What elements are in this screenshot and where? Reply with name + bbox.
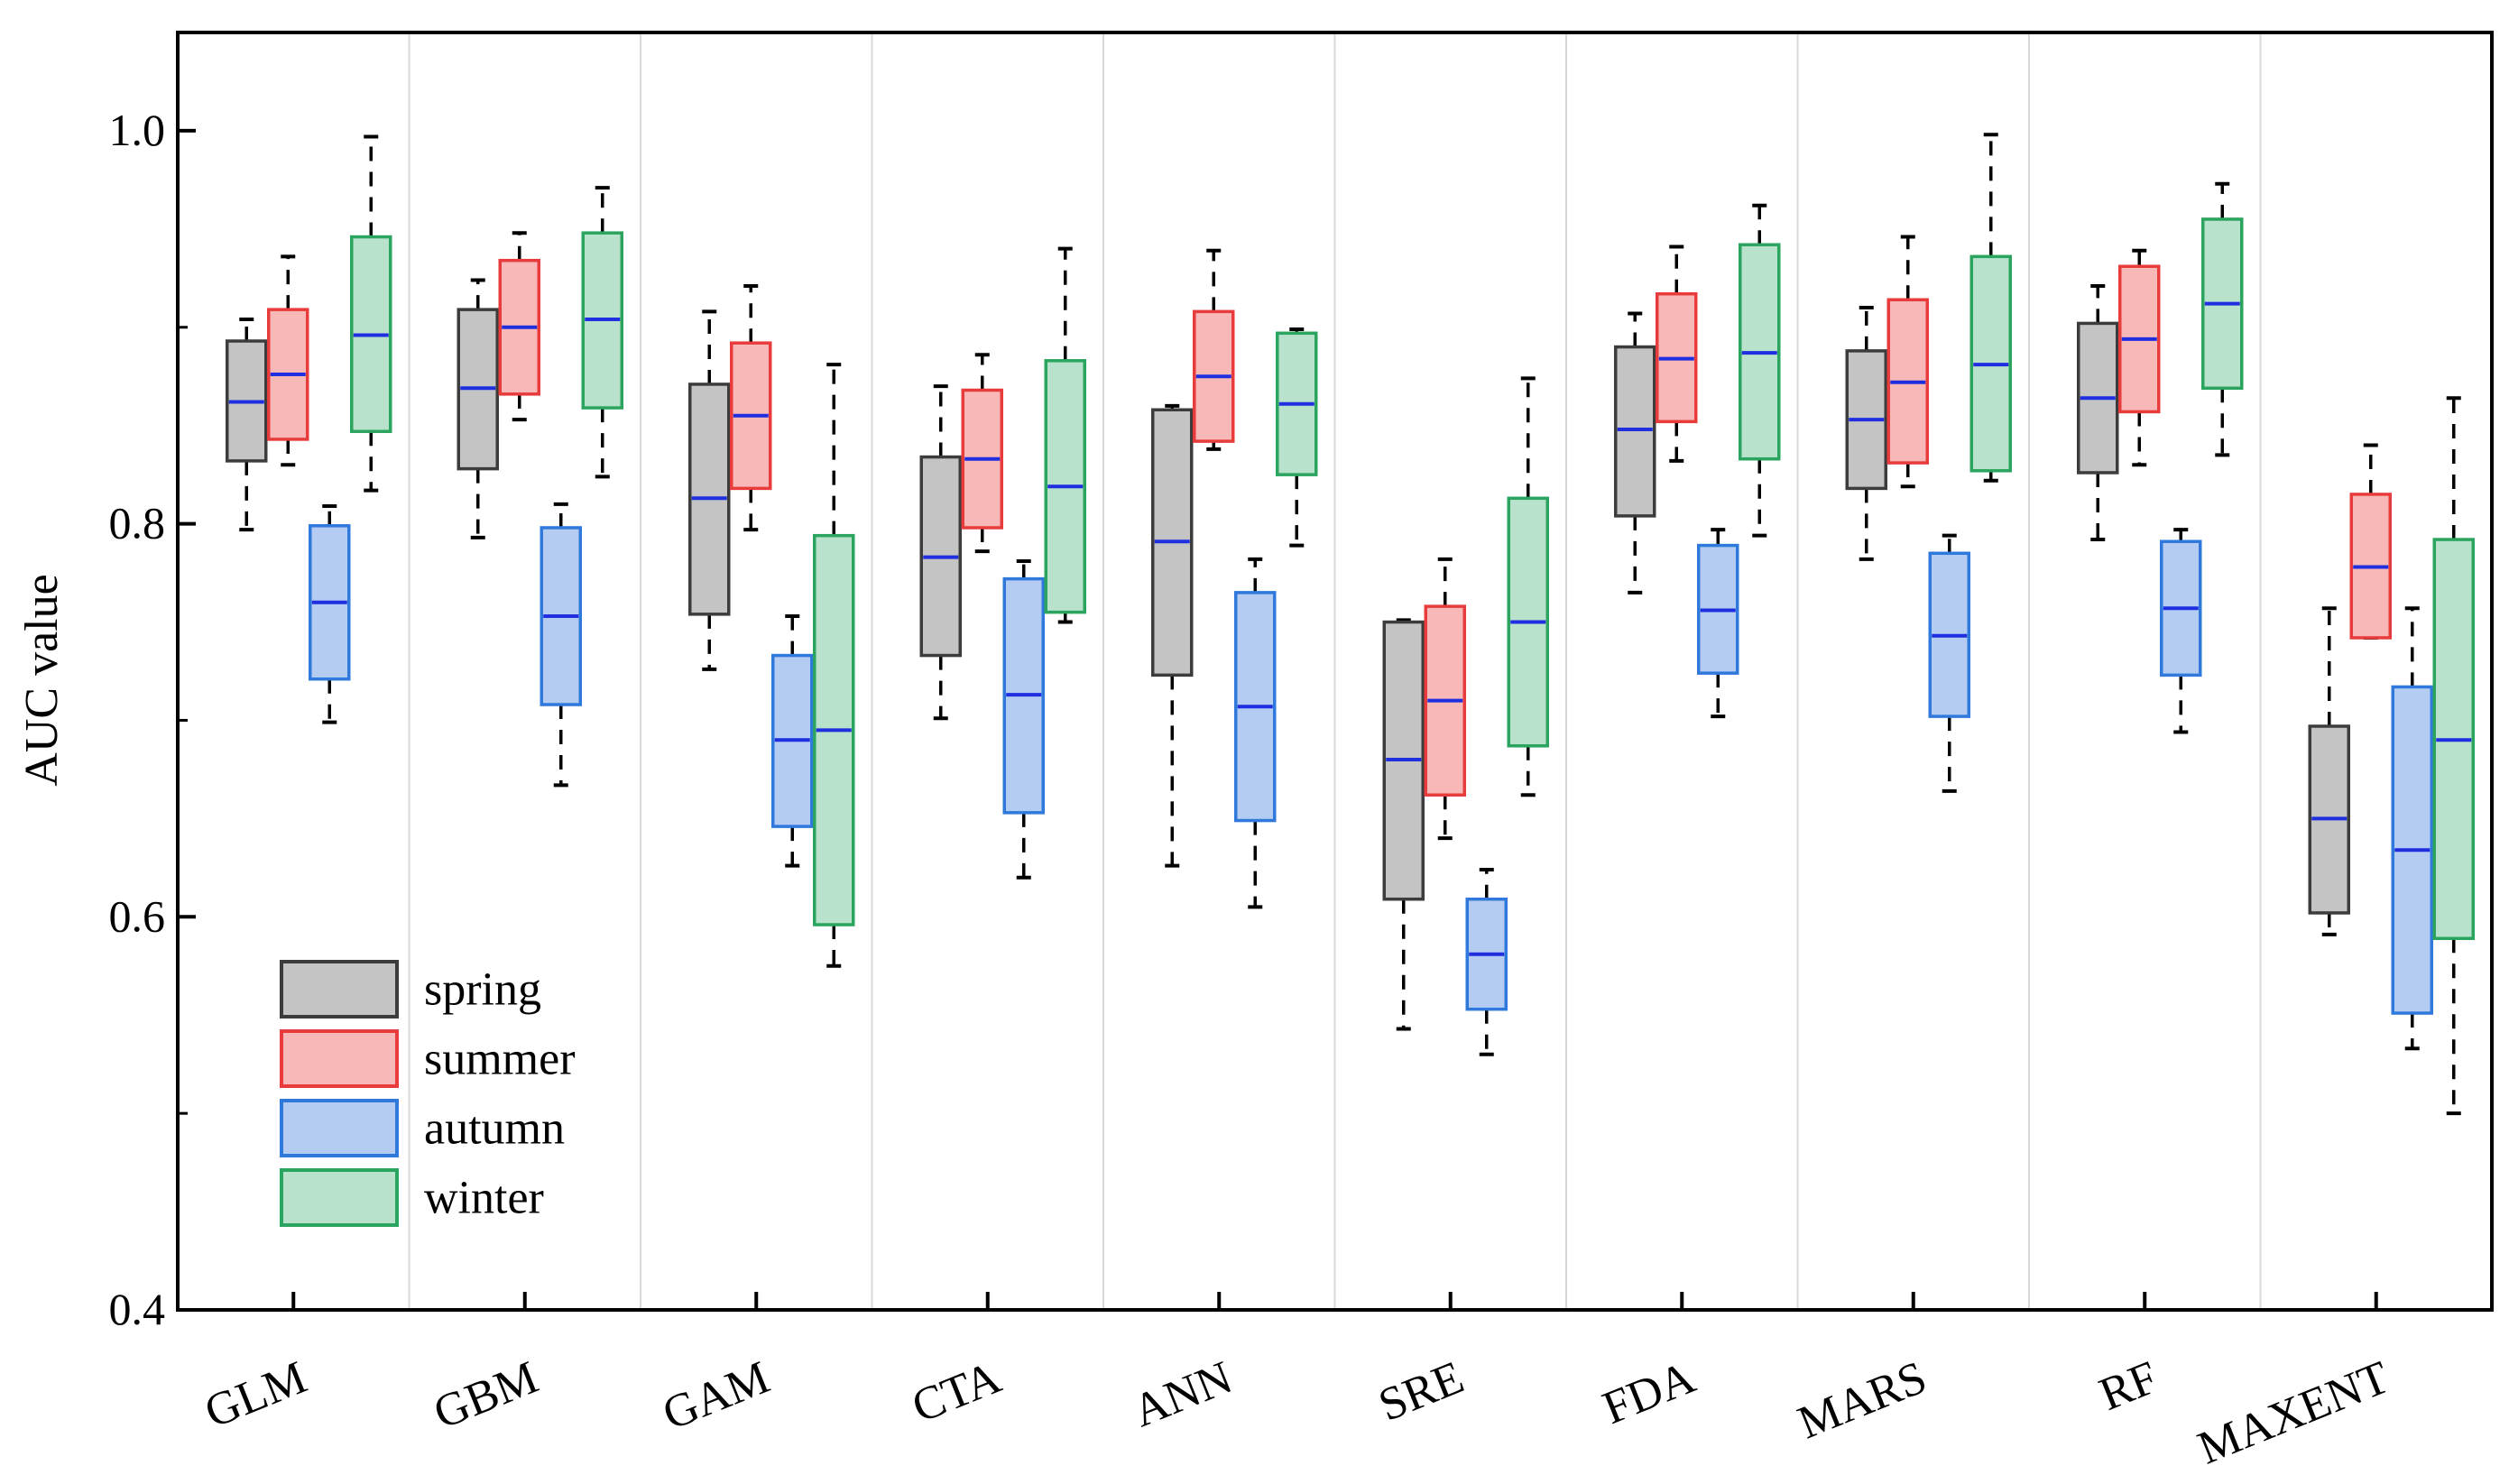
- box-spring-ann: [1151, 403, 1194, 868]
- legend-swatch: [280, 1168, 399, 1227]
- box-spring-gam: [688, 309, 731, 671]
- x-category-label: RF: [2092, 1351, 2164, 1421]
- box-winter-ann: [1276, 327, 1318, 548]
- legend-swatch: [280, 1029, 399, 1088]
- y-tick-label: 0.6: [109, 890, 166, 941]
- x-category-label: MARS: [1791, 1351, 1933, 1449]
- box-summer-gbm: [498, 231, 540, 422]
- box-summer-rf: [2118, 248, 2161, 467]
- box-summer-cta: [961, 353, 1003, 554]
- box-group-glm: [226, 134, 392, 724]
- x-category-label: FDA: [1596, 1351, 1702, 1434]
- box-autumn-gbm: [540, 502, 582, 788]
- box-spring-sre: [1382, 618, 1425, 1031]
- legend-label: spring: [424, 964, 541, 1016]
- box-spring-gbm: [457, 278, 499, 539]
- box-autumn-glm: [309, 504, 351, 724]
- box-group-sre: [1382, 376, 1549, 1056]
- box-group-mars: [1845, 133, 2012, 793]
- legend-swatch: [280, 960, 399, 1019]
- x-category-label: MAXENT: [2191, 1351, 2397, 1474]
- box-winter-maxent: [2432, 396, 2475, 1116]
- y-tick-label: 0.8: [109, 498, 166, 548]
- box-group-gam: [688, 284, 855, 968]
- x-category-label: SRE: [1371, 1351, 1471, 1432]
- box-spring-mars: [1845, 305, 1887, 561]
- box-winter-glm: [350, 134, 392, 493]
- box-winter-mars: [1969, 133, 2012, 483]
- box-autumn-ann: [1234, 557, 1277, 909]
- y-axis-title: AUC value: [16, 574, 68, 786]
- box-summer-gam: [730, 284, 772, 532]
- box-winter-gam: [813, 363, 855, 968]
- x-category-label: ANN: [1126, 1351, 1240, 1437]
- box-groups: [226, 133, 2475, 1116]
- box-group-fda: [1614, 203, 1781, 719]
- box-winter-rf: [2201, 181, 2244, 457]
- box-spring-cta: [919, 384, 962, 721]
- legend-label: winter: [424, 1173, 544, 1224]
- box-autumn-gam: [771, 614, 814, 868]
- y-tick-label: 0.4: [109, 1284, 166, 1334]
- x-category-label: GAM: [656, 1351, 777, 1440]
- x-category-label: GLM: [198, 1351, 314, 1438]
- vertical-separators: [408, 32, 2262, 1310]
- box-summer-glm: [267, 254, 309, 467]
- box-autumn-sre: [1465, 868, 1508, 1056]
- box-winter-cta: [1044, 246, 1086, 624]
- legend-label: summer: [424, 1034, 576, 1085]
- box-winter-gbm: [581, 186, 623, 479]
- box-winter-fda: [1739, 203, 1781, 538]
- box-summer-maxent: [2349, 443, 2392, 640]
- box-group-maxent: [2308, 396, 2475, 1116]
- legend-item-winter: winter: [280, 1168, 544, 1227]
- box-summer-sre: [1424, 557, 1466, 841]
- box-group-ann: [1151, 248, 1318, 909]
- box-winter-sre: [1507, 376, 1549, 797]
- legend-item-spring: spring: [280, 960, 541, 1019]
- box-autumn-cta: [1002, 559, 1045, 880]
- x-category-label: GBM: [427, 1351, 545, 1439]
- box-iqr: [1614, 345, 1656, 518]
- plot-frame: [176, 31, 2494, 1312]
- box-group-cta: [919, 246, 1086, 880]
- box-spring-rf: [2077, 284, 2119, 542]
- legend-item-summer: summer: [280, 1029, 576, 1088]
- box-summer-mars: [1886, 235, 1929, 489]
- legend-swatch: [280, 1099, 399, 1157]
- box-autumn-maxent: [2391, 606, 2433, 1051]
- box-autumn-rf: [2160, 528, 2202, 734]
- box-summer-fda: [1656, 244, 1698, 463]
- legend-label: autumn: [424, 1103, 565, 1155]
- box-group-gbm: [457, 186, 623, 788]
- box-spring-maxent: [2308, 606, 2350, 936]
- box-spring-glm: [226, 318, 268, 532]
- legend-item-autumn: autumn: [280, 1099, 565, 1157]
- y-tick-label: 1.0: [109, 105, 166, 155]
- box-autumn-mars: [1928, 533, 1970, 793]
- x-category-label: CTA: [905, 1351, 1008, 1433]
- box-spring-fda: [1614, 311, 1656, 595]
- box-group-rf: [2077, 181, 2244, 734]
- legend: spring summer autumn winter: [280, 960, 576, 1227]
- box-summer-ann: [1193, 248, 1235, 451]
- box-autumn-fda: [1697, 528, 1739, 719]
